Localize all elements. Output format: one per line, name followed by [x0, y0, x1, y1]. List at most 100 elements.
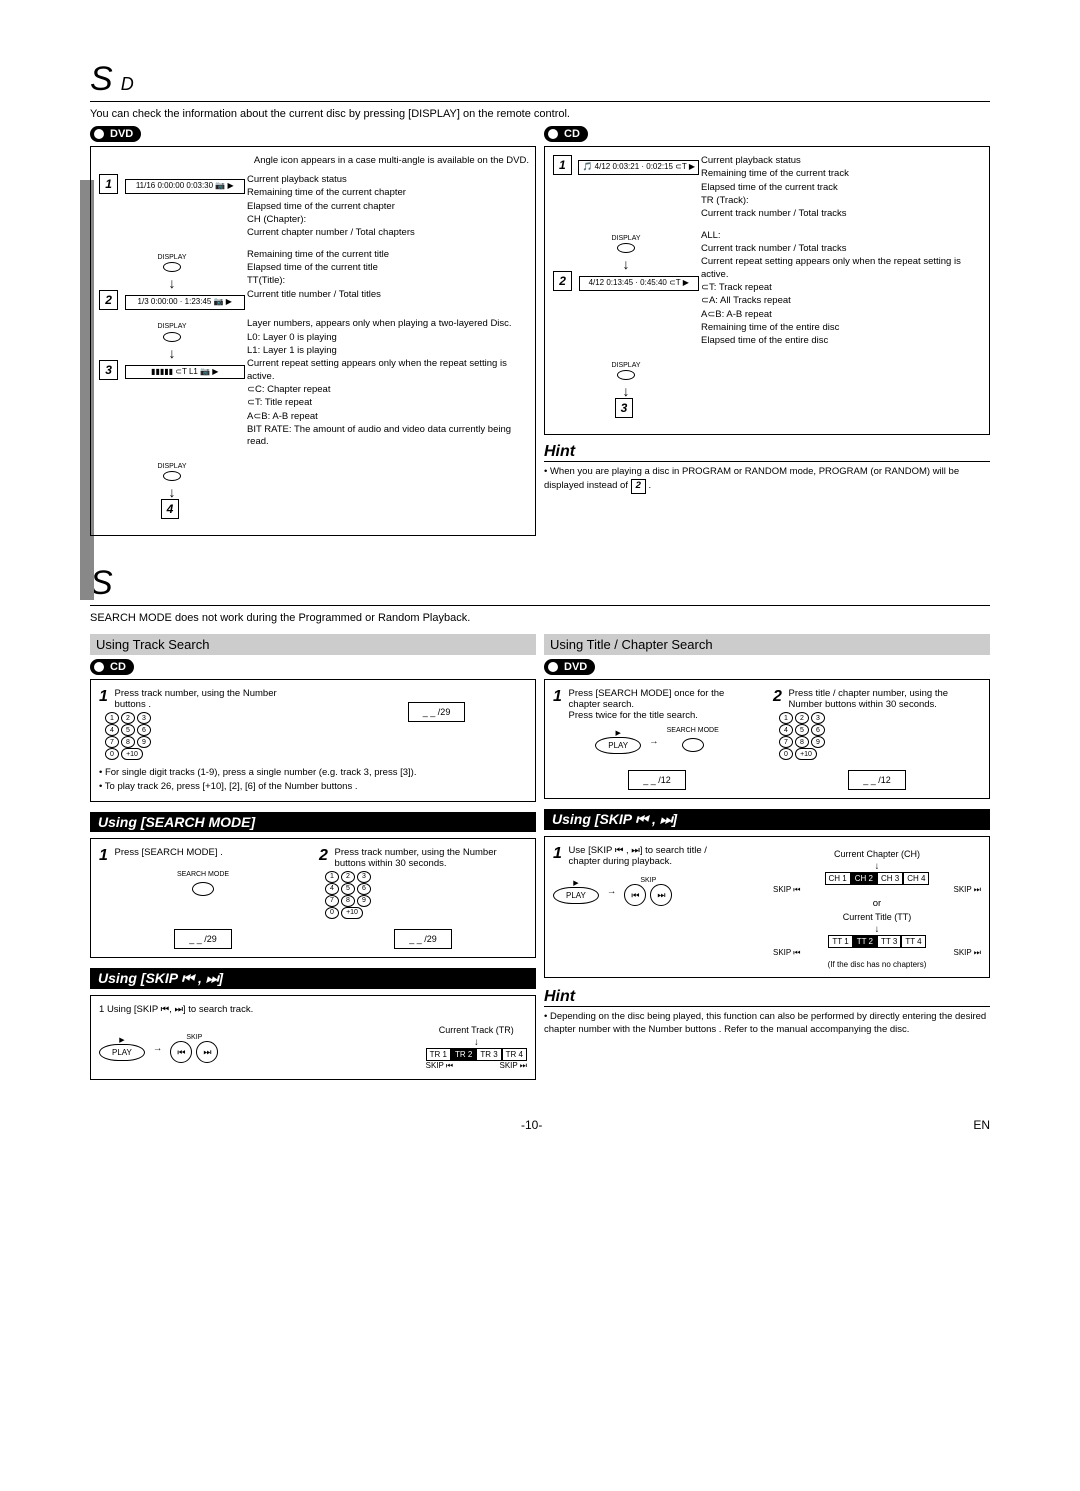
grid-cell: TR 4: [502, 1048, 527, 1061]
info-line: Current chapter number / Total chapters: [247, 227, 529, 239]
or-label: or: [773, 898, 981, 909]
step-text: Press track number, using the Number but…: [335, 847, 506, 869]
step-number: 2: [773, 688, 782, 706]
skip-prev-icon: ⏮: [170, 1041, 192, 1063]
info-line: Layer numbers, appears only when playing…: [247, 318, 529, 330]
track-grid: Current Track (TR) ↓ TR 1TR 2TR 3TR 4 SK…: [426, 1025, 527, 1071]
grid-cell: TR 1: [426, 1048, 451, 1061]
number-buttons-icon: 1234567890+10: [325, 871, 371, 919]
grid-cell: TT 1: [828, 935, 852, 948]
step-number: 3: [615, 398, 634, 418]
skip-title-dvd: Using [SKIP ⏮ , ⏭]: [544, 809, 990, 830]
note-line: • To play track 26, press [+10], [2], [6…: [99, 780, 527, 793]
skip-label: SKIP: [624, 877, 672, 884]
cd-badge-2: CD: [90, 659, 134, 675]
step-number: 2: [553, 271, 572, 291]
info-line: ⊂T: Track repeat: [701, 282, 983, 294]
current-chapter-label: Current Chapter (CH): [773, 849, 981, 859]
grid-cell: CH 2: [851, 872, 877, 885]
grid-cell: TT 3: [877, 935, 901, 948]
grid-cell: TT 4: [901, 935, 925, 948]
play-button-icon: PLAY: [595, 737, 641, 754]
chapter-search-box: 1 Press [SEARCH MODE] once for the chapt…: [544, 679, 990, 799]
step-number: 2: [99, 290, 118, 310]
info-line: Elapsed time of the entire disc: [701, 335, 983, 347]
osd-display: _ _ /29: [174, 929, 232, 949]
disc-icon: [92, 660, 106, 674]
step-number: 1: [99, 847, 108, 865]
step-text: Press track number, using the Number but…: [115, 688, 308, 710]
arrow-down-icon: ↓: [97, 276, 247, 290]
play-button-icon: PLAY: [553, 887, 599, 904]
step-text: Press [SEARCH MODE] once for the chapter…: [569, 688, 740, 721]
info-line: ⊂A: All Tracks repeat: [701, 295, 983, 307]
search-mode-box: 1 Press [SEARCH MODE] . SEARCH MODE 2 Pr…: [90, 838, 536, 958]
disc-icon: [92, 127, 106, 141]
info-line: TR (Track):: [701, 195, 983, 207]
intro-text: You can check the information about the …: [90, 108, 990, 120]
track-search-head: Using Track Search: [90, 634, 536, 655]
play-button-icon: PLAY: [99, 1044, 145, 1061]
search-mode-button-icon: [99, 882, 307, 896]
search-section-title: S: [90, 564, 990, 606]
osd-bar: 🎵 4/12 0:03:21 · 0:02:15 ⊂T ▶: [578, 160, 699, 175]
step-text: Press [SEARCH MODE] .: [115, 847, 223, 858]
step-number: 1: [99, 1004, 104, 1015]
hint-text: • When you are playing a disc in PROGRAM…: [544, 466, 959, 491]
step-number: 1: [99, 174, 118, 194]
step-number: 1: [99, 688, 108, 706]
skip-next-label: SKIP ⏭: [499, 1061, 527, 1071]
search-mode-button-icon: [667, 738, 719, 752]
osd-display: _ _ /29: [394, 929, 452, 949]
step-number: 1: [553, 688, 562, 706]
number-buttons-icon: 1234567890+10: [105, 712, 151, 760]
info-line: BIT RATE: The amount of audio and video …: [247, 424, 529, 449]
arrow-down-icon: ↓: [551, 257, 701, 271]
step-number: 1: [553, 155, 572, 175]
info-line: CH (Chapter):: [247, 214, 529, 226]
info-line: Current playback status: [247, 174, 529, 186]
number-buttons-icon: 1234567890+10: [779, 712, 825, 760]
skip-label: SKIP: [170, 1034, 218, 1041]
display-state-row: DISPLAY↓ 3: [551, 357, 983, 419]
arrow-icon: →: [607, 886, 617, 897]
display-state-row: DISPLAY↓ 2 4/12 0:13:45 · 0:45:40 ⊂T ▶ A…: [551, 230, 983, 349]
search-mode-label: SEARCH MODE: [667, 727, 719, 734]
arrow-icon: →: [649, 736, 659, 747]
display-button-icon: DISPLAY: [97, 322, 247, 341]
current-title-label: Current Title (TT): [773, 912, 981, 922]
track-search-box: 1 Press track number, using the Number b…: [90, 679, 536, 802]
page-header: S D: [90, 60, 990, 102]
current-track-label: Current Track (TR): [426, 1025, 527, 1035]
display-button-icon: DISPLAY: [97, 462, 247, 481]
dvd-display-box: Angle icon appears in a case multi-angle…: [90, 146, 536, 536]
grid-cell: TR 3: [476, 1048, 501, 1061]
page-footer: -10- EN: [90, 1118, 990, 1132]
display-button-icon: DISPLAY: [551, 234, 701, 253]
angle-note: Angle icon appears in a case multi-angle…: [97, 155, 529, 168]
page-number: -10-: [521, 1118, 542, 1132]
hint-body: • When you are playing a disc in PROGRAM…: [544, 466, 990, 494]
grid-cell: TT 2: [853, 935, 877, 948]
step-number: 3: [99, 360, 118, 380]
dvd-badge-2: DVD: [544, 659, 595, 675]
step-number: 2: [319, 847, 328, 865]
info-line: Current track number / Total tracks: [701, 208, 983, 220]
hint-step-ref: 2: [631, 479, 646, 494]
dvd-badge-label: DVD: [564, 661, 587, 673]
skip-next-label: SKIP ⏭: [953, 948, 981, 958]
info-line: Elapsed time of the current title: [247, 262, 529, 274]
display-state-row: DISPLAY↓ 3 ▮▮▮▮▮ ⊂T L1 📷 ▶ Layer numbers…: [97, 318, 529, 449]
info-line: Current title number / Total titles: [247, 289, 529, 301]
disc-icon: [546, 127, 560, 141]
info-line: Remaining time of the current title: [247, 249, 529, 261]
lang-label: EN: [973, 1118, 990, 1132]
search-mode-label: SEARCH MODE: [99, 871, 307, 878]
info-line: Current playback status: [701, 155, 983, 167]
osd-bar: ▮▮▮▮▮ ⊂T L1 📷 ▶: [125, 365, 245, 380]
display-button-icon: DISPLAY: [551, 361, 701, 380]
title-chapter-head: Using Title / Chapter Search: [544, 634, 990, 655]
play-skip-diagram: ▶ PLAY → SKIP ⏮ ⏭: [553, 877, 761, 906]
step-text: Using [SKIP ⏮, ⏭] to search track.: [107, 1004, 253, 1015]
osd-display: _ _ /29: [408, 702, 466, 722]
